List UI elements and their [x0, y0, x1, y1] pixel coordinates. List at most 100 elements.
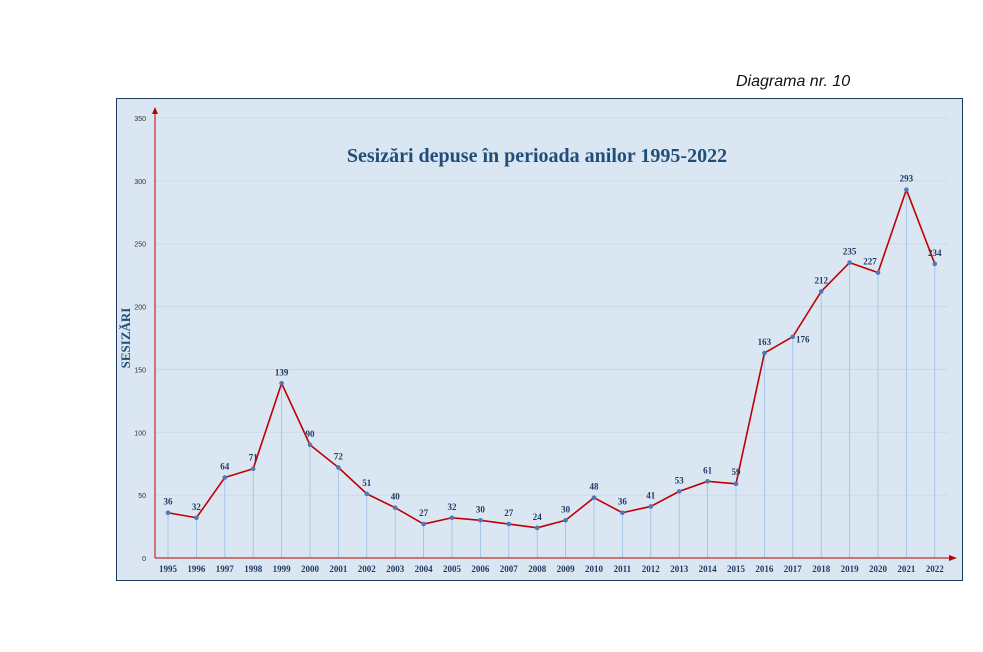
- x-tick-label: 2017: [784, 564, 803, 574]
- data-label: 163: [758, 337, 772, 347]
- data-label: 90: [306, 429, 316, 439]
- y-axis-arrow: [152, 107, 158, 114]
- data-point: [250, 466, 256, 472]
- data-label: 27: [419, 508, 429, 518]
- series-line: [167, 188, 936, 529]
- chart-frame: [116, 98, 963, 581]
- data-point: [676, 489, 682, 494]
- data-point: [506, 521, 512, 527]
- data-label: 40: [391, 492, 401, 502]
- x-tick-label: 2016: [755, 564, 774, 574]
- data-point: [165, 510, 171, 516]
- y-tick-label: 100: [134, 430, 146, 437]
- data-label: 32: [192, 502, 202, 512]
- data-point: [307, 442, 313, 448]
- data-label: 51: [362, 478, 372, 488]
- x-tick-label: 2021: [897, 564, 916, 574]
- data-point: [762, 350, 767, 356]
- data-point: [563, 517, 568, 523]
- x-tick-label: 2009: [557, 564, 576, 574]
- x-tick-label: 2003: [386, 564, 405, 574]
- data-label: 27: [504, 508, 514, 518]
- data-label: 24: [533, 512, 543, 522]
- x-tick-label: 2005: [443, 564, 462, 574]
- data-label: 139: [275, 367, 289, 377]
- data-label: 59: [732, 467, 742, 477]
- y-tick-label: 150: [134, 367, 146, 374]
- data-label: 30: [476, 504, 486, 514]
- data-point: [279, 380, 284, 386]
- y-axis-label: SESIZĂRI: [118, 308, 133, 369]
- data-label: 32: [448, 502, 458, 512]
- x-tick-label: 2007: [500, 564, 519, 574]
- data-label: 36: [164, 497, 174, 507]
- data-label: 212: [814, 275, 828, 285]
- y-tick-label: 300: [134, 179, 146, 186]
- x-tick-label: 2015: [727, 564, 746, 574]
- x-tick-label: 1998: [244, 564, 263, 574]
- x-tick-label: 1997: [216, 564, 235, 574]
- data-point: [904, 187, 909, 192]
- x-tick-label: 2013: [670, 564, 689, 574]
- data-point: [591, 495, 597, 500]
- data-point: [733, 481, 739, 487]
- data-point: [847, 260, 852, 265]
- chart-title: Sesizări depuse în perioada anilor 1995-…: [347, 145, 727, 167]
- x-tick-label: 2019: [841, 564, 860, 574]
- data-label: 30: [561, 504, 571, 514]
- data-label: 227: [863, 257, 877, 267]
- x-tick-label: 2008: [528, 564, 547, 574]
- data-label: 176: [796, 335, 810, 345]
- diagram-caption: Diagrama nr. 10: [736, 73, 851, 90]
- data-point: [421, 521, 426, 527]
- x-tick-label: 2020: [869, 564, 888, 574]
- x-tick-label: 2012: [642, 564, 661, 574]
- data-point: [194, 515, 199, 521]
- data-point: [222, 475, 228, 480]
- data-point: [336, 465, 341, 470]
- data-label: 71: [249, 453, 259, 463]
- data-point: [364, 491, 370, 497]
- x-tick-label: 2018: [812, 564, 831, 574]
- data-point: [818, 289, 824, 294]
- data-label: 48: [590, 482, 600, 492]
- x-tick-label: 1995: [159, 564, 178, 574]
- x-tick-label: 2004: [415, 564, 434, 574]
- data-label: 234: [928, 248, 942, 258]
- x-tick-label: 2002: [358, 564, 377, 574]
- data-point: [620, 510, 625, 516]
- x-tick-label: 2001: [329, 564, 348, 574]
- data-label: 61: [703, 465, 713, 475]
- data-label: 53: [675, 475, 685, 485]
- x-tick-label: 2010: [585, 564, 604, 574]
- x-axis-arrow: [949, 555, 957, 561]
- data-label: 64: [220, 462, 230, 472]
- data-label: 36: [618, 497, 628, 507]
- data-point: [392, 505, 398, 511]
- x-tick-label: 1996: [187, 564, 206, 574]
- data-point: [875, 270, 881, 275]
- x-tick-label: 2022: [926, 564, 945, 574]
- data-point: [648, 504, 654, 509]
- x-tick-label: 2011: [614, 564, 632, 574]
- data-point: [534, 525, 540, 531]
- data-point: [705, 479, 710, 484]
- data-point: [478, 517, 483, 523]
- y-tick-label: 350: [134, 116, 146, 123]
- y-tick-label: 0: [142, 556, 146, 563]
- data-point: [932, 261, 938, 267]
- data-label: 293: [900, 174, 914, 184]
- y-tick-label: 200: [134, 305, 146, 312]
- y-tick-label: 50: [138, 493, 146, 500]
- x-tick-label: 2006: [471, 564, 490, 574]
- x-tick-label: 2014: [699, 564, 718, 574]
- data-label: 41: [646, 490, 656, 500]
- x-tick-label: 1999: [273, 564, 292, 574]
- data-label: 235: [843, 247, 857, 257]
- y-tick-label: 250: [134, 242, 146, 249]
- data-point: [790, 334, 796, 340]
- data-point: [449, 515, 455, 521]
- x-tick-label: 2000: [301, 564, 320, 574]
- data-label: 72: [334, 451, 344, 461]
